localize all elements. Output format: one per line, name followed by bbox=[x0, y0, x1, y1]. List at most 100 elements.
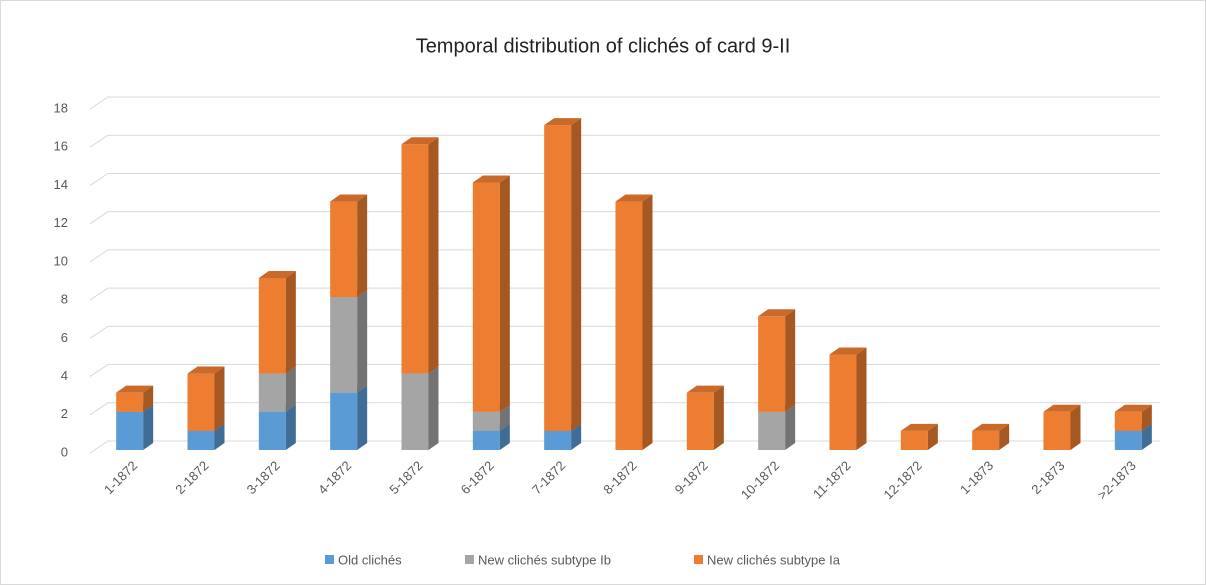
grid-line bbox=[89, 249, 1160, 263]
grid-line bbox=[89, 325, 1160, 339]
bar-top bbox=[686, 385, 724, 393]
legend-swatch bbox=[465, 555, 474, 564]
bar-face bbox=[686, 392, 714, 450]
bar-face bbox=[472, 430, 500, 450]
y-tick-label: 12 bbox=[54, 215, 68, 230]
bar-top bbox=[187, 366, 225, 374]
bar-side bbox=[785, 404, 796, 450]
bar-side bbox=[856, 347, 867, 450]
bar-side bbox=[571, 118, 582, 431]
bar-segment bbox=[900, 423, 938, 450]
bar-side bbox=[927, 423, 938, 450]
bar-segment bbox=[686, 385, 724, 450]
y-tick-label: 16 bbox=[54, 139, 68, 154]
grid-line bbox=[89, 364, 1160, 377]
bar-face bbox=[758, 316, 786, 412]
bar-segment bbox=[401, 366, 439, 450]
bar-segment bbox=[116, 404, 154, 450]
legend-swatch bbox=[325, 555, 334, 564]
bar-face bbox=[1043, 411, 1071, 450]
bar-segment bbox=[1043, 404, 1081, 450]
bar-face bbox=[258, 373, 286, 412]
bar-segment bbox=[972, 423, 1010, 450]
bar-top bbox=[829, 347, 867, 355]
bar-face bbox=[401, 144, 429, 374]
bar-face bbox=[544, 430, 572, 450]
bar-face bbox=[829, 354, 857, 450]
bar-side bbox=[357, 194, 368, 298]
bar-top bbox=[330, 194, 368, 202]
bar-face bbox=[258, 278, 286, 374]
bar-face bbox=[116, 392, 144, 412]
bar-side bbox=[285, 366, 296, 412]
bar-top bbox=[544, 118, 582, 126]
bar-face bbox=[972, 430, 1000, 450]
bar-side bbox=[143, 385, 154, 412]
bar-top bbox=[258, 271, 296, 278]
bar-segment bbox=[187, 366, 225, 431]
bar-side bbox=[357, 290, 368, 393]
chart-title: Temporal distribution of clichés of card… bbox=[416, 35, 791, 57]
bar-face bbox=[900, 430, 928, 450]
y-tick-label: 18 bbox=[54, 100, 68, 115]
bar-face bbox=[1114, 411, 1142, 431]
bar-side bbox=[499, 175, 510, 412]
bar-segment bbox=[544, 118, 582, 431]
bar-side bbox=[713, 385, 724, 450]
bar-side bbox=[285, 271, 296, 374]
bar-face bbox=[187, 430, 215, 450]
bar-segment bbox=[258, 271, 296, 374]
bar-side bbox=[571, 423, 582, 450]
bar-top bbox=[472, 175, 510, 183]
bar-top bbox=[116, 385, 154, 393]
y-tick-label: 2 bbox=[61, 406, 68, 421]
bar-face bbox=[1114, 430, 1142, 450]
bar-face bbox=[187, 373, 215, 431]
legend-label: Old clichés bbox=[338, 552, 402, 567]
legend-swatch bbox=[694, 555, 703, 564]
bar-segment bbox=[330, 194, 368, 298]
bar-side bbox=[499, 423, 510, 450]
bar-face bbox=[615, 201, 643, 450]
bar-segment bbox=[758, 309, 796, 412]
bar-segment bbox=[472, 175, 510, 412]
bar-side bbox=[357, 385, 368, 450]
bar-segment bbox=[330, 290, 368, 393]
bar-face bbox=[330, 201, 358, 298]
bar-segment bbox=[116, 385, 154, 412]
bar-side bbox=[1070, 404, 1081, 450]
y-tick-label: 10 bbox=[54, 253, 68, 268]
bar-side bbox=[143, 404, 154, 450]
bar-side bbox=[499, 404, 510, 431]
bar-face bbox=[116, 411, 144, 450]
bar-segment bbox=[330, 385, 368, 450]
y-tick-label: 8 bbox=[61, 292, 68, 307]
bar-side bbox=[428, 137, 439, 374]
grid-line bbox=[89, 287, 1160, 301]
bar-face bbox=[544, 125, 572, 431]
grid-line bbox=[89, 172, 1160, 186]
bar-segment bbox=[829, 347, 867, 450]
bar-face bbox=[330, 392, 358, 450]
bar-side bbox=[785, 309, 796, 412]
y-tick-label: 6 bbox=[61, 330, 68, 345]
grid-line bbox=[89, 211, 1160, 225]
grid-line bbox=[89, 96, 1160, 110]
bar-top bbox=[1043, 404, 1081, 412]
y-tick-label: 4 bbox=[61, 368, 68, 383]
bar-top bbox=[900, 423, 938, 431]
y-tick-label: 0 bbox=[61, 444, 68, 459]
y-tick-label: 14 bbox=[54, 177, 68, 192]
bar-side bbox=[214, 366, 225, 431]
grid-line bbox=[89, 134, 1160, 148]
bar-top bbox=[1114, 404, 1152, 412]
bar-top bbox=[615, 194, 653, 202]
bar-segment bbox=[1114, 404, 1152, 431]
bar-side bbox=[1141, 423, 1152, 450]
bar-face bbox=[401, 373, 429, 450]
bar-side bbox=[999, 423, 1010, 450]
bar-side bbox=[642, 194, 653, 450]
grid-line bbox=[89, 402, 1160, 416]
bar-face bbox=[472, 182, 500, 412]
